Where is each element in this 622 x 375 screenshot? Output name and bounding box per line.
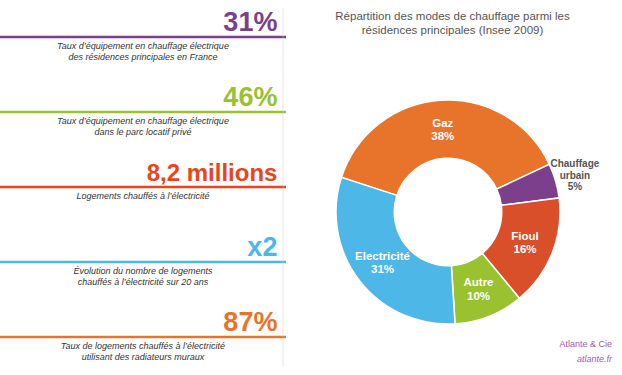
separator: [283, 8, 284, 367]
stat-description: Taux d’équipement en chauffage électriqu…: [57, 41, 229, 62]
stat-rule: [0, 336, 286, 339]
slice: [336, 177, 455, 324]
slice-label: Fioul16%: [511, 230, 538, 255]
slice-value-label: 10%: [467, 290, 490, 302]
donut: Gaz38% Chauffageurbain5% Fioul16% Autre 10% E…: [336, 100, 600, 324]
stat-rule: [0, 261, 286, 264]
chart: 31% Taux d’équipement en chauffage électr…: [0, 0, 622, 375]
text-line: Évolution du nombre de logements: [73, 266, 213, 276]
stat-rule: [0, 186, 286, 189]
watermark: Atlante & Cie: [559, 339, 612, 349]
text-line: Gaz: [432, 117, 453, 129]
slice-value-label: 31%: [371, 263, 394, 275]
text-line: Fioul: [511, 230, 538, 242]
stat-value: 46%: [223, 82, 277, 112]
slice-labels: Gaz38% Chauffageurbain5% Fioul16% Autre 10% E…: [355, 117, 600, 302]
text-line: résidences principales (Insee 2009): [362, 24, 544, 36]
stat-description: Taux d’équipement en chauffage électriqu…: [57, 116, 229, 137]
stat-rule: [0, 36, 286, 39]
stat: 46% Taux d’équipement en chauffage électr…: [0, 82, 286, 137]
text-line: Taux de logements chauffés à l’électrici…: [61, 341, 225, 351]
slice: [451, 253, 519, 323]
text-line: urbain: [560, 170, 591, 181]
slice-label: Gaz38%: [431, 117, 454, 142]
slice-label: Chauffageurbain5%: [550, 158, 599, 192]
text-line: dans le parc locatif privé: [94, 127, 191, 137]
stat: 87% Taux de logements chauffés à l’électr…: [0, 307, 286, 362]
text-line: utilisant des radiateurs muraux: [82, 352, 205, 362]
text-line: Electricité: [355, 250, 410, 262]
stat-value: x2: [247, 232, 277, 262]
stat-description: Taux de logements chauffés à l’électrici…: [61, 341, 225, 362]
stat-description: Évolution du nombre de logementschauffés…: [73, 266, 213, 287]
stat: x2 Évolution du nombre de logementschauff…: [0, 232, 286, 287]
text-line: Logements chauffés à l’électricité: [76, 191, 209, 201]
stats-panel: 31% Taux d’équipement en chauffage électr…: [0, 7, 286, 362]
text-line: Répartition des modes de chauffage parmi…: [335, 10, 570, 22]
text-line: des résidences principales en France: [68, 52, 217, 62]
text-line: Autre: [463, 276, 493, 288]
stat-description: Logements chauffés à l’électricité: [76, 191, 209, 201]
stat-value: 87%: [223, 307, 277, 337]
stat-value: 31%: [223, 7, 277, 37]
stat-rule: [0, 111, 286, 114]
slice-value-label: 5%: [568, 181, 583, 192]
slice-label: Autre 10%: [463, 276, 493, 301]
text-line: chauffés à l’électricité sur 20 ans: [78, 277, 209, 287]
stat-value: 8,2 millions: [147, 159, 278, 186]
slices: [336, 100, 560, 324]
watermark: atlante.fr: [577, 354, 613, 364]
slice-value-label: 38%: [431, 130, 454, 142]
slice-value-label: 16%: [514, 243, 537, 255]
title: Répartition des modes de chauffage parmi…: [335, 10, 570, 36]
text-line: Taux d’équipement en chauffage électriqu…: [57, 41, 229, 51]
text-line: Taux d’équipement en chauffage électriqu…: [57, 116, 229, 126]
stat: 8,2 millions Logements chauffés à l’élect…: [0, 159, 286, 201]
stat: 31% Taux d’équipement en chauffage électr…: [0, 7, 286, 62]
text-line: Chauffage: [550, 158, 599, 169]
slice-label: Electricité31%: [355, 250, 410, 275]
